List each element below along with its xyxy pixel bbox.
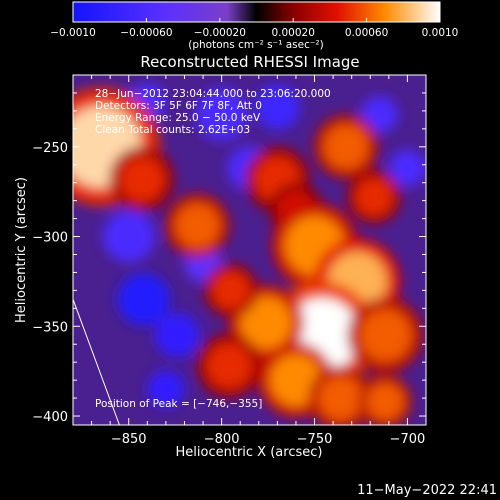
y-tick-label: −250 [32, 141, 68, 156]
hot-spot [212, 271, 250, 309]
annotation-detectors: Detectors: 3F 5F 6F 7F 8F, Att 0 [95, 100, 262, 112]
cold-spot [102, 210, 155, 263]
y-axis-label: Heliocentric Y (arcsec) [14, 177, 29, 323]
colorbar-tick-label: 0.00020 [271, 27, 314, 39]
plot-frame [72, 74, 427, 426]
x-tick-label: −850 [111, 432, 147, 447]
x-tick-label: −750 [297, 432, 333, 447]
colorbar-tick-label: −0.0010 [50, 27, 96, 39]
cold-spot [147, 370, 185, 408]
annotation-energy-range: Energy Range: 25.0 − 50.0 keV [95, 112, 261, 124]
y-tick-label: −400 [32, 410, 68, 425]
hot-spot [240, 296, 293, 349]
colorbar-tick-label: 0.0010 [422, 27, 459, 39]
heatmap-image [73, 75, 426, 425]
y-axis-ticks: −250 −300 −350 −400 [32, 74, 426, 425]
chart-title: Reconstructed RHESSI Image [140, 53, 359, 71]
hot-spot [318, 375, 363, 421]
annotation-time-range: 28−Jun−2012 23:04:44.000 to 23:06:20.000 [95, 88, 331, 100]
hot-spot [206, 343, 252, 389]
colorbar-tick-label: 0.00060 [345, 27, 388, 39]
render-timestamp: 11−May−2022 22:41 [357, 483, 497, 498]
x-axis-label: Heliocentric X (arcsec) [176, 445, 323, 460]
cold-spot [360, 95, 399, 134]
solar-limb-line [73, 299, 120, 425]
hot-spot [355, 178, 393, 216]
cold-spot [195, 88, 248, 141]
annotation-clean-counts: Clean Total counts: 2.62E+03 [95, 124, 250, 136]
hot-spot [119, 156, 165, 202]
colorbar-tick-label: −0.00020 [194, 27, 246, 39]
cold-spot [255, 85, 300, 130]
x-tick-label: −700 [390, 432, 426, 447]
cold-spot [117, 273, 170, 326]
y-tick-label: −350 [32, 320, 68, 335]
peak-position-label: Position of Peak = [−746,−355] [95, 398, 262, 410]
hot-spot [175, 203, 220, 249]
x-tick-label: −800 [204, 432, 240, 447]
hot-spot [323, 124, 369, 170]
cold-spot [154, 312, 200, 358]
colorbar [72, 1, 441, 23]
cold-spot [388, 149, 426, 187]
colorbar-units: (photons cm⁻² s⁻¹ asec⁻²) [188, 39, 323, 51]
hot-spot [366, 383, 404, 421]
colorbar-ticks: −0.0010 −0.00060 −0.00020 0.00020 0.00060 0.0… [50, 18, 458, 39]
colorbar-tick-label: −0.00060 [120, 27, 172, 39]
hot-spot [359, 309, 412, 362]
x-axis-ticks: −850 −800 −750 −700 [91, 75, 427, 447]
y-tick-label: −300 [32, 231, 68, 246]
